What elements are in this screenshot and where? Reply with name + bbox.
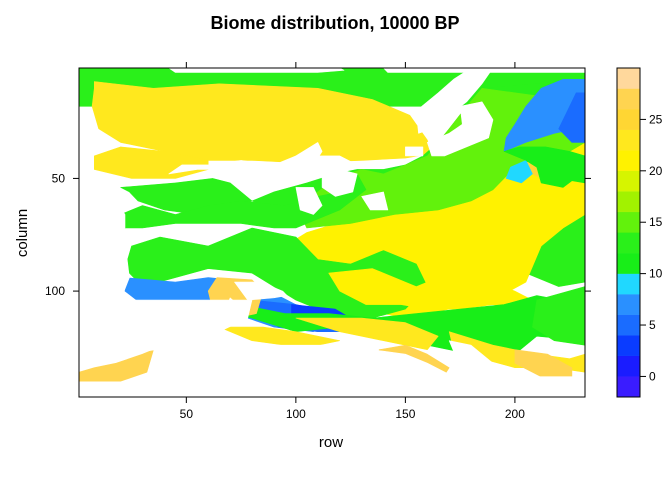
biome-region-19 [295, 317, 439, 351]
x-axis-label: row [319, 434, 343, 451]
y-axis: 50 100 [45, 171, 591, 298]
colorbar-swatch-14 [616, 88, 641, 110]
colorbar-swatch-13 [616, 108, 641, 130]
x-tick-label-1: 100 [286, 407, 306, 421]
colorbar: 0 5 10 15 20 25 [616, 67, 663, 398]
colorbar-swatch-12 [616, 129, 641, 151]
biome-region-20 [532, 286, 586, 346]
colorbar-swatch-1 [616, 355, 641, 377]
biome-region-32 [361, 191, 389, 211]
biome-region-40 [405, 146, 424, 157]
colorbar-swatch-10 [616, 170, 641, 192]
colorbar-tick-label-5: 25 [649, 112, 663, 126]
x-tick-label-3: 200 [505, 407, 525, 421]
biome-region-45 [78, 344, 472, 398]
biome-region-46 [448, 340, 529, 398]
x-tick-label-2: 150 [395, 407, 415, 421]
biome-region-37 [168, 67, 345, 73]
heatmap-area [78, 67, 586, 398]
y-axis-label: column [14, 209, 31, 257]
biome-region-10 [505, 160, 533, 184]
colorbar-tick-label-4: 20 [649, 164, 663, 178]
colorbar-swatch-2 [616, 335, 641, 357]
biome-region-12 [120, 173, 367, 229]
biome-region-42 [78, 241, 130, 301]
colorbar-tick-label-0: 0 [649, 369, 656, 383]
biome-region-22 [218, 326, 341, 346]
biome-region-47 [527, 376, 586, 398]
colorbar-swatch-9 [616, 191, 641, 213]
biome-region-34 [426, 101, 494, 157]
biome-region-33 [415, 67, 494, 134]
colorbar-swatch-11 [616, 150, 641, 171]
colorbar-frame [616, 67, 641, 398]
colorbar-swatch-0 [616, 376, 641, 398]
biome-region-30 [321, 169, 358, 197]
biome-region-7 [503, 79, 586, 152]
biome-region-31 [295, 187, 323, 215]
biome-region-38 [383, 67, 586, 73]
plot-frame [78, 67, 586, 398]
colorbar-swatch-8 [616, 211, 641, 233]
colorbar-tick-label-1: 5 [649, 318, 656, 332]
colorbar-swatch-4 [616, 294, 641, 315]
colorbar-swatch-3 [616, 314, 641, 336]
colorbar-tick-label-2: 10 [649, 267, 663, 281]
colorbar-swatch-15 [616, 67, 641, 89]
biome-region-11 [503, 146, 586, 188]
colorbar-tick-label-3: 15 [649, 215, 663, 229]
y-tick-label-0: 50 [52, 171, 66, 185]
chart-title: Biome distribution, 10000 BP [210, 13, 459, 33]
colorbar-swatch-5 [616, 273, 641, 295]
y-tick-label-1: 100 [45, 284, 65, 298]
x-tick-label-0: 50 [180, 407, 194, 421]
biome-region-39 [295, 155, 358, 170]
colorbar-swatch-6 [616, 252, 641, 274]
colorbar-swatch-7 [616, 232, 641, 254]
biome-region-6 [295, 88, 586, 229]
biome-region-2 [91, 81, 433, 163]
biome-region-29 [168, 142, 323, 184]
biome-region-41 [78, 189, 126, 238]
x-axis: 50 100 150 200 [180, 62, 525, 421]
